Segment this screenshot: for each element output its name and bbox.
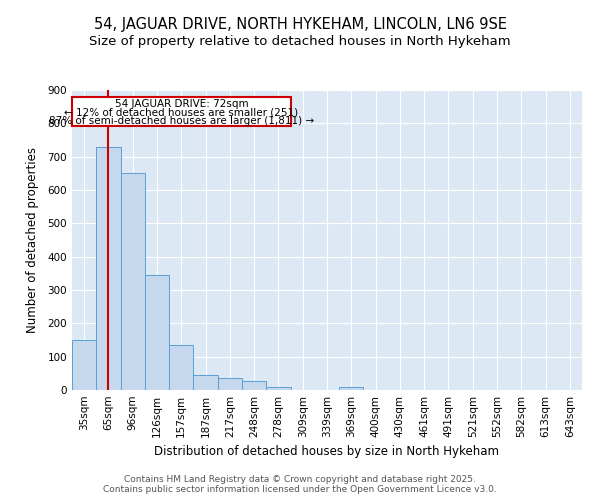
Bar (242, 380, 266, 390)
Bar (193, 375, 218, 390)
Y-axis label: Number of detached properties: Number of detached properties (26, 147, 39, 333)
Bar (72, 340, 96, 390)
Bar (169, 345, 193, 390)
FancyBboxPatch shape (73, 98, 290, 126)
Bar (121, 174, 145, 390)
Bar (218, 378, 242, 390)
Text: 54, JAGUAR DRIVE, NORTH HYKEHAM, LINCOLN, LN6 9SE: 54, JAGUAR DRIVE, NORTH HYKEHAM, LINCOLN… (94, 18, 506, 32)
Text: Size of property relative to detached houses in North Hykeham: Size of property relative to detached ho… (89, 35, 511, 48)
X-axis label: Distribution of detached houses by size in North Hykeham: Distribution of detached houses by size … (155, 446, 499, 458)
Bar (266, 386, 290, 390)
Bar (96, 146, 121, 390)
Text: ← 12% of detached houses are smaller (251): ← 12% of detached houses are smaller (25… (64, 107, 299, 117)
Text: 54 JAGUAR DRIVE: 72sqm: 54 JAGUAR DRIVE: 72sqm (115, 98, 248, 108)
Bar (145, 275, 169, 390)
Bar (339, 388, 364, 390)
Text: 87% of semi-detached houses are larger (1,811) →: 87% of semi-detached houses are larger (… (49, 116, 314, 126)
Text: Contains HM Land Registry data © Crown copyright and database right 2025.
Contai: Contains HM Land Registry data © Crown c… (103, 474, 497, 494)
